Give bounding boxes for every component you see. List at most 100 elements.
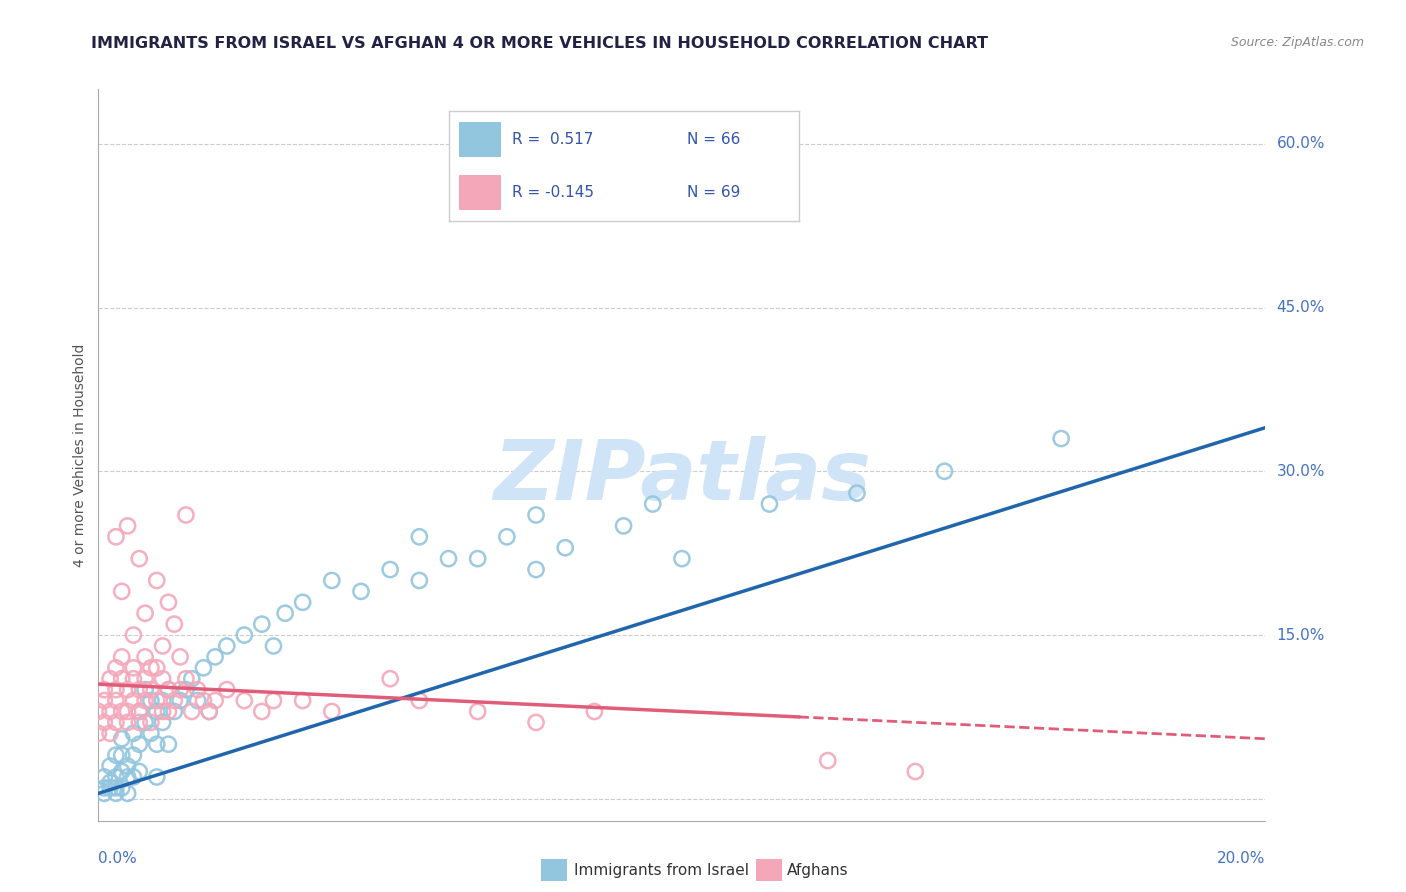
- Point: [104, 693, 127, 707]
- Point: [98, 705, 121, 719]
- Point: [321, 574, 343, 588]
- Point: [524, 508, 547, 522]
- Point: [193, 661, 215, 675]
- Point: [117, 770, 139, 784]
- Point: [128, 551, 150, 566]
- Text: 20.0%: 20.0%: [1218, 851, 1265, 866]
- Text: 45.0%: 45.0%: [1277, 300, 1324, 315]
- Point: [467, 551, 489, 566]
- Point: [262, 639, 284, 653]
- Point: [117, 519, 139, 533]
- Point: [187, 682, 209, 697]
- Point: [187, 693, 209, 707]
- Point: [134, 649, 156, 664]
- Point: [93, 693, 115, 707]
- Point: [163, 693, 186, 707]
- Point: [111, 672, 134, 686]
- Point: [117, 759, 139, 773]
- Point: [180, 705, 202, 719]
- Point: [98, 726, 121, 740]
- Text: ZIPatlas: ZIPatlas: [494, 436, 870, 517]
- Point: [134, 606, 156, 620]
- Point: [93, 786, 115, 800]
- Point: [128, 715, 150, 730]
- Point: [104, 682, 127, 697]
- Point: [169, 649, 191, 664]
- Point: [104, 780, 127, 795]
- Point: [139, 726, 162, 740]
- Point: [146, 705, 169, 719]
- Point: [157, 682, 180, 697]
- Point: [496, 530, 519, 544]
- Point: [174, 508, 197, 522]
- Point: [193, 693, 215, 707]
- Point: [134, 682, 156, 697]
- Point: [111, 780, 134, 795]
- Point: [758, 497, 780, 511]
- Point: [215, 682, 238, 697]
- Point: [111, 649, 134, 664]
- Point: [128, 705, 150, 719]
- Point: [524, 715, 547, 730]
- Text: IMMIGRANTS FROM ISRAEL VS AFGHAN 4 OR MORE VEHICLES IN HOUSEHOLD CORRELATION CHA: IMMIGRANTS FROM ISRAEL VS AFGHAN 4 OR MO…: [91, 36, 988, 51]
- Point: [111, 705, 134, 719]
- Point: [204, 693, 226, 707]
- Point: [274, 606, 297, 620]
- Point: [139, 693, 162, 707]
- Point: [163, 617, 186, 632]
- Point: [146, 737, 169, 751]
- Point: [128, 705, 150, 719]
- Point: [321, 705, 343, 719]
- Point: [122, 672, 145, 686]
- Point: [122, 726, 145, 740]
- Point: [554, 541, 576, 555]
- Point: [904, 764, 927, 779]
- Point: [215, 639, 238, 653]
- Point: [98, 672, 121, 686]
- Point: [408, 530, 430, 544]
- Point: [198, 705, 221, 719]
- Point: [250, 705, 273, 719]
- Point: [169, 693, 191, 707]
- Point: [139, 682, 162, 697]
- Point: [174, 682, 197, 697]
- Point: [146, 770, 169, 784]
- Point: [122, 628, 145, 642]
- Point: [139, 661, 162, 675]
- Point: [122, 748, 145, 763]
- Point: [111, 764, 134, 779]
- Point: [128, 764, 150, 779]
- Point: [104, 530, 127, 544]
- Point: [152, 672, 174, 686]
- Text: 30.0%: 30.0%: [1277, 464, 1324, 479]
- Point: [157, 595, 180, 609]
- Point: [122, 693, 145, 707]
- Point: [146, 661, 169, 675]
- Point: [437, 551, 460, 566]
- Point: [93, 715, 115, 730]
- Point: [350, 584, 373, 599]
- Text: 15.0%: 15.0%: [1277, 628, 1324, 642]
- Point: [233, 693, 256, 707]
- Point: [98, 780, 121, 795]
- Point: [104, 661, 127, 675]
- Point: [104, 770, 127, 784]
- Point: [117, 682, 139, 697]
- Point: [117, 786, 139, 800]
- Point: [111, 731, 134, 746]
- Y-axis label: 4 or more Vehicles in Household: 4 or more Vehicles in Household: [73, 343, 87, 566]
- Point: [98, 775, 121, 789]
- Point: [157, 705, 180, 719]
- Point: [104, 748, 127, 763]
- Point: [641, 497, 664, 511]
- Point: [134, 715, 156, 730]
- Point: [152, 715, 174, 730]
- Point: [612, 519, 634, 533]
- Point: [467, 705, 489, 719]
- Point: [408, 574, 430, 588]
- Point: [111, 748, 134, 763]
- Point: [157, 737, 180, 751]
- Point: [291, 595, 314, 609]
- Point: [93, 780, 115, 795]
- Point: [380, 672, 402, 686]
